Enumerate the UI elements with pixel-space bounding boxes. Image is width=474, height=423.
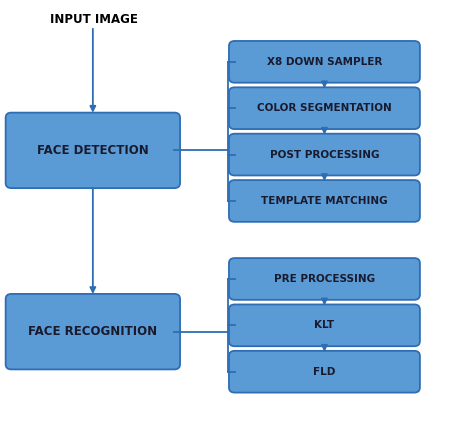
Text: FACE RECOGNITION: FACE RECOGNITION bbox=[28, 325, 157, 338]
FancyBboxPatch shape bbox=[229, 87, 420, 129]
Text: FACE DETECTION: FACE DETECTION bbox=[37, 144, 149, 157]
Text: INPUT IMAGE: INPUT IMAGE bbox=[50, 13, 138, 26]
FancyBboxPatch shape bbox=[6, 113, 180, 188]
FancyBboxPatch shape bbox=[229, 305, 420, 346]
FancyBboxPatch shape bbox=[6, 294, 180, 369]
FancyBboxPatch shape bbox=[229, 134, 420, 176]
FancyBboxPatch shape bbox=[229, 41, 420, 83]
FancyBboxPatch shape bbox=[229, 258, 420, 300]
Text: POST PROCESSING: POST PROCESSING bbox=[270, 150, 379, 159]
Text: TEMPLATE MATCHING: TEMPLATE MATCHING bbox=[261, 196, 388, 206]
Text: X8 DOWN SAMPLER: X8 DOWN SAMPLER bbox=[267, 57, 382, 67]
Text: COLOR SEGMENTATION: COLOR SEGMENTATION bbox=[257, 103, 392, 113]
Text: PRE PROCESSING: PRE PROCESSING bbox=[274, 274, 375, 284]
Text: FLD: FLD bbox=[313, 367, 336, 377]
FancyBboxPatch shape bbox=[229, 351, 420, 393]
Text: KLT: KLT bbox=[314, 320, 335, 330]
FancyBboxPatch shape bbox=[229, 180, 420, 222]
